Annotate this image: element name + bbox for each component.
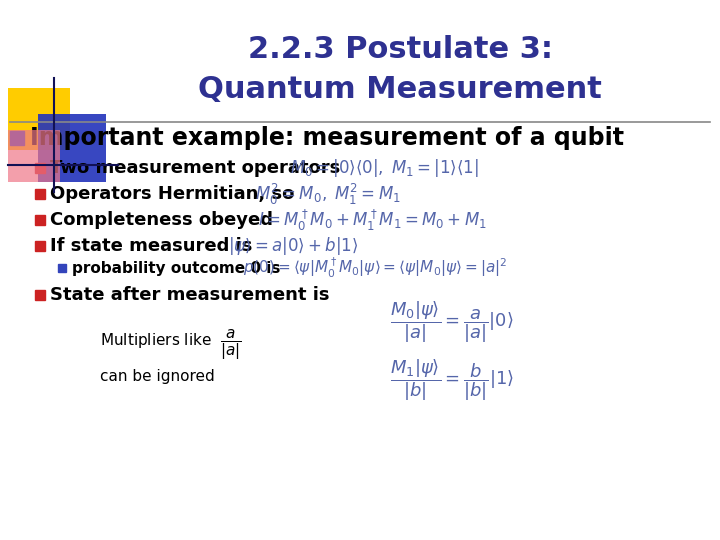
Text: 2.2.3 Postulate 3:: 2.2.3 Postulate 3: bbox=[248, 36, 552, 64]
FancyBboxPatch shape bbox=[38, 114, 106, 182]
Text: Multipliers like  $\dfrac{a}{|a|}$: Multipliers like $\dfrac{a}{|a|}$ bbox=[100, 328, 242, 362]
Bar bbox=[10, 131, 24, 145]
Text: $\dfrac{M_0|\psi\rangle}{|a|} = \dfrac{a}{|a|}|0\rangle$: $\dfrac{M_0|\psi\rangle}{|a|} = \dfrac{a… bbox=[390, 299, 513, 345]
Text: Completeness obeyed: Completeness obeyed bbox=[50, 211, 279, 229]
Text: $I = M_0^\dagger M_0 + M_1^\dagger M_1 = M_0 + M_1$: $I = M_0^\dagger M_0 + M_1^\dagger M_1 =… bbox=[258, 207, 487, 233]
Text: $M_0 = |0\rangle\langle 0|,\; M_1 = |1\rangle\langle 1|$: $M_0 = |0\rangle\langle 0|,\; M_1 = |1\r… bbox=[290, 157, 479, 179]
Text: Important example: measurement of a qubit: Important example: measurement of a qubi… bbox=[30, 126, 624, 150]
Text: probability outcome 0 is: probability outcome 0 is bbox=[72, 260, 286, 275]
Bar bbox=[58, 264, 66, 272]
Text: Two measurement operators: Two measurement operators bbox=[50, 159, 346, 177]
Bar bbox=[35, 290, 45, 300]
Text: If state measured is: If state measured is bbox=[50, 237, 258, 255]
Bar bbox=[35, 241, 45, 251]
FancyBboxPatch shape bbox=[8, 130, 60, 182]
Bar bbox=[35, 189, 45, 199]
Text: $\dfrac{M_1|\psi\rangle}{|b|} = \dfrac{b}{|b|}|1\rangle$: $\dfrac{M_1|\psi\rangle}{|b|} = \dfrac{b… bbox=[390, 357, 514, 403]
Bar bbox=[35, 215, 45, 225]
Text: $M_0^2 = M_0,\; M_1^2 = M_1$: $M_0^2 = M_0,\; M_1^2 = M_1$ bbox=[255, 181, 401, 206]
Bar bbox=[35, 163, 45, 173]
Text: Operators Hermitian, so: Operators Hermitian, so bbox=[50, 185, 301, 203]
Text: $|\psi\rangle = a|0\rangle + b|1\rangle$: $|\psi\rangle = a|0\rangle + b|1\rangle$ bbox=[228, 235, 359, 257]
Text: State after measurement is: State after measurement is bbox=[50, 286, 336, 304]
Text: can be ignored: can be ignored bbox=[100, 369, 215, 384]
Text: Quantum Measurement: Quantum Measurement bbox=[198, 76, 602, 105]
FancyBboxPatch shape bbox=[8, 88, 70, 150]
Text: $p(0) = \langle\psi|M_0^\dagger M_0|\psi\rangle = \langle\psi|M_0|\psi\rangle = : $p(0) = \langle\psi|M_0^\dagger M_0|\psi… bbox=[243, 256, 508, 280]
